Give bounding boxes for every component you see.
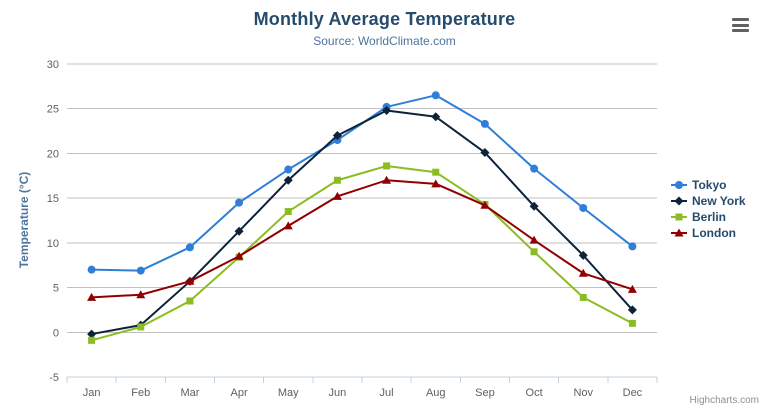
- data-point-tokyo[interactable]: [284, 165, 293, 174]
- data-point-tokyo[interactable]: [87, 265, 96, 274]
- data-point-tokyo[interactable]: [530, 164, 539, 173]
- x-axis-label: May: [278, 387, 299, 399]
- x-axis-label: Dec: [623, 387, 643, 399]
- chart-title: Monthly Average Temperature: [253, 9, 516, 29]
- y-axis-label: 0: [53, 327, 59, 339]
- series-new-york[interactable]: [87, 106, 637, 339]
- legend-label: Berlin: [692, 210, 727, 224]
- legend-marker-square-icon: [671, 213, 687, 221]
- x-axis-label: Feb: [131, 387, 150, 399]
- data-point-tokyo[interactable]: [579, 203, 588, 212]
- data-point-berlin[interactable]: [137, 323, 145, 331]
- data-point-london[interactable]: [529, 235, 539, 244]
- data-point-new-york[interactable]: [283, 175, 293, 185]
- data-point-berlin[interactable]: [284, 208, 292, 216]
- data-point-new-york[interactable]: [578, 250, 588, 260]
- x-axis-label: Apr: [231, 387, 248, 399]
- series-line-berlin[interactable]: [90, 164, 634, 342]
- legend-label: Tokyo: [692, 178, 727, 192]
- data-point-tokyo[interactable]: [235, 198, 244, 207]
- x-axis-label: Jul: [380, 387, 394, 399]
- data-point-london[interactable]: [332, 191, 342, 200]
- series-line-london[interactable]: [90, 179, 634, 299]
- legend-label: New York: [692, 194, 746, 208]
- y-axis-label: 15: [47, 193, 59, 205]
- data-point-london[interactable]: [431, 179, 441, 188]
- data-point-london[interactable]: [578, 268, 588, 277]
- data-point-new-york[interactable]: [431, 112, 441, 122]
- data-point-new-york[interactable]: [529, 201, 539, 211]
- data-point-new-york[interactable]: [87, 329, 97, 339]
- legend: Tokyo New York Berlin London: [671, 177, 746, 241]
- y-axis-label: 20: [47, 148, 59, 160]
- data-point-tokyo[interactable]: [185, 243, 194, 252]
- hamburger-bar: [732, 23, 749, 27]
- legend-symbol[interactable]: [674, 196, 684, 206]
- hamburger-menu-icon[interactable]: [730, 16, 751, 34]
- legend-symbol[interactable]: [674, 228, 684, 237]
- data-point-berlin[interactable]: [579, 293, 587, 301]
- chart-subtitle: Source: WorldClimate.com: [313, 34, 456, 48]
- legend-item-tokyo[interactable]: Tokyo: [671, 177, 746, 193]
- y-axis-label: 30: [47, 59, 59, 71]
- data-point-london[interactable]: [234, 251, 244, 260]
- data-point-london[interactable]: [283, 221, 293, 230]
- legend-symbol[interactable]: [675, 213, 683, 221]
- data-point-new-york[interactable]: [234, 226, 244, 236]
- x-axis-label: Jun: [329, 387, 347, 399]
- data-point-berlin[interactable]: [88, 336, 96, 344]
- series-line-new-york[interactable]: [90, 109, 634, 336]
- data-point-new-york[interactable]: [480, 148, 490, 158]
- y-axis-label: -5: [49, 372, 59, 384]
- data-point-tokyo[interactable]: [628, 242, 637, 251]
- data-point-tokyo[interactable]: [431, 91, 440, 100]
- x-axis-label: Oct: [526, 387, 543, 399]
- data-point-berlin[interactable]: [530, 248, 538, 256]
- x-axis-label: Nov: [573, 387, 593, 399]
- legend-marker-diamond-icon: [671, 196, 687, 206]
- data-point-new-york[interactable]: [382, 106, 392, 116]
- data-point-tokyo[interactable]: [136, 266, 145, 275]
- data-point-london[interactable]: [185, 276, 195, 285]
- y-axis-title: Temperature (°C): [17, 171, 31, 269]
- data-point-london[interactable]: [382, 175, 392, 184]
- legend-item-berlin[interactable]: Berlin: [671, 209, 746, 225]
- data-point-new-york[interactable]: [332, 131, 342, 141]
- legend-marker-circle-icon: [671, 181, 687, 189]
- y-axis-label: 10: [47, 238, 59, 250]
- legend-label: London: [692, 226, 736, 240]
- hamburger-bar: [732, 18, 749, 21]
- data-point-berlin[interactable]: [186, 297, 194, 305]
- legend-item-new-york[interactable]: New York: [671, 193, 746, 209]
- data-point-berlin[interactable]: [333, 176, 341, 184]
- x-axis-label: Aug: [426, 387, 446, 399]
- data-point-new-york[interactable]: [627, 305, 637, 315]
- data-point-london[interactable]: [136, 290, 146, 299]
- data-point-london[interactable]: [87, 292, 97, 301]
- y-axis-label: 5: [53, 283, 59, 295]
- hamburger-bar: [732, 29, 749, 32]
- y-axis-label: 25: [47, 104, 59, 116]
- legend-marker-triangle-icon: [671, 228, 687, 237]
- data-point-london[interactable]: [480, 200, 490, 209]
- legend-item-london[interactable]: London: [671, 225, 746, 241]
- highcharts-credits[interactable]: Highcharts.com: [689, 395, 759, 406]
- data-point-berlin[interactable]: [628, 319, 636, 327]
- series-london[interactable]: [87, 175, 637, 301]
- series-line-tokyo[interactable]: [90, 94, 634, 272]
- data-point-tokyo[interactable]: [480, 119, 489, 128]
- x-axis-label: Mar: [180, 387, 199, 399]
- series-tokyo[interactable]: [87, 91, 637, 275]
- legend-symbol[interactable]: [675, 181, 683, 189]
- data-point-london[interactable]: [627, 284, 637, 293]
- x-axis-label: Sep: [475, 387, 495, 399]
- x-axis-label: Jan: [83, 387, 101, 399]
- data-point-berlin[interactable]: [383, 162, 391, 170]
- data-point-berlin[interactable]: [432, 168, 440, 176]
